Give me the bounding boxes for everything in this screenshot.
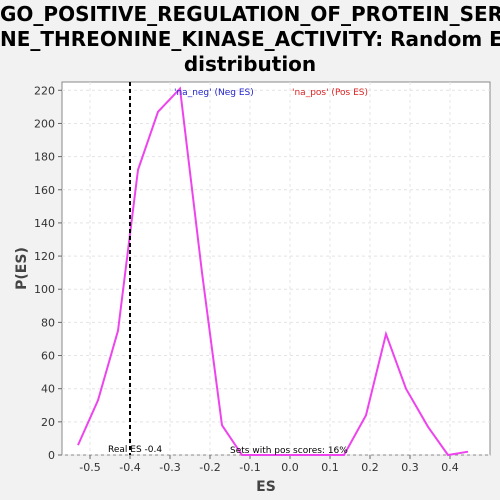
pos-scores-label: Sets with pos scores: 16% <box>230 446 348 456</box>
x-tick-label: -0.2 <box>199 461 220 474</box>
x-tick-label: -0.1 <box>239 461 260 474</box>
x-tick-label: 0.4 <box>441 461 459 474</box>
series-line <box>77 86 469 457</box>
x-tick-label: -0.3 <box>159 461 180 474</box>
y-tick-label: 140 <box>34 217 55 230</box>
y-tick-label: 180 <box>34 151 55 164</box>
y-tick-label: 20 <box>41 416 55 429</box>
series-group <box>77 86 469 457</box>
x-tick-label: 0.2 <box>361 461 379 474</box>
chart-title: GO_POSITIVE_REGULATION_OF_PROTEIN_SERI N… <box>0 2 500 77</box>
y-tick-label: 100 <box>34 283 55 296</box>
x-tick-label: 0.3 <box>401 461 419 474</box>
legend-neg-es: 'na_neg' (Neg ES) <box>174 88 254 98</box>
y-axis-ticks: 0 20 40 60 80 100 120 140 160 180 200 220 <box>34 84 62 462</box>
chart-title-line-3: distribution <box>183 52 317 76</box>
x-axis-ticks: -0.5 -0.4 -0.3 -0.2 -0.1 0.0 0.1 0.2 0.3 0.4 <box>79 455 459 474</box>
y-tick-label: 40 <box>41 383 55 396</box>
y-tick-label: 60 <box>41 350 55 363</box>
legend-pos-es: 'na_pos' (Pos ES) <box>292 88 368 98</box>
y-tick-label: 0 <box>48 449 55 462</box>
y-tick-label: 200 <box>34 117 55 130</box>
chart-title-line-2: NE_THREONINE_KINASE_ACTIVITY: Random ES <box>0 27 500 51</box>
x-tick-label: 0.0 <box>281 461 299 474</box>
y-tick-label: 160 <box>34 184 55 197</box>
y-tick-label: 120 <box>34 250 55 263</box>
x-tick-label: -0.5 <box>79 461 100 474</box>
chart-title-line-1: GO_POSITIVE_REGULATION_OF_PROTEIN_SERI <box>0 2 500 26</box>
y-tick-label: 80 <box>41 316 55 329</box>
y-axis-label: P(ES) <box>14 247 30 290</box>
real-es-label: Real ES -0.4 <box>108 445 162 455</box>
x-axis-label: ES <box>256 479 276 495</box>
grid-lines <box>62 82 490 456</box>
y-tick-label: 220 <box>34 84 55 97</box>
x-tick-label: -0.4 <box>119 461 140 474</box>
x-tick-label: 0.1 <box>321 461 339 474</box>
plot-area <box>61 81 491 456</box>
